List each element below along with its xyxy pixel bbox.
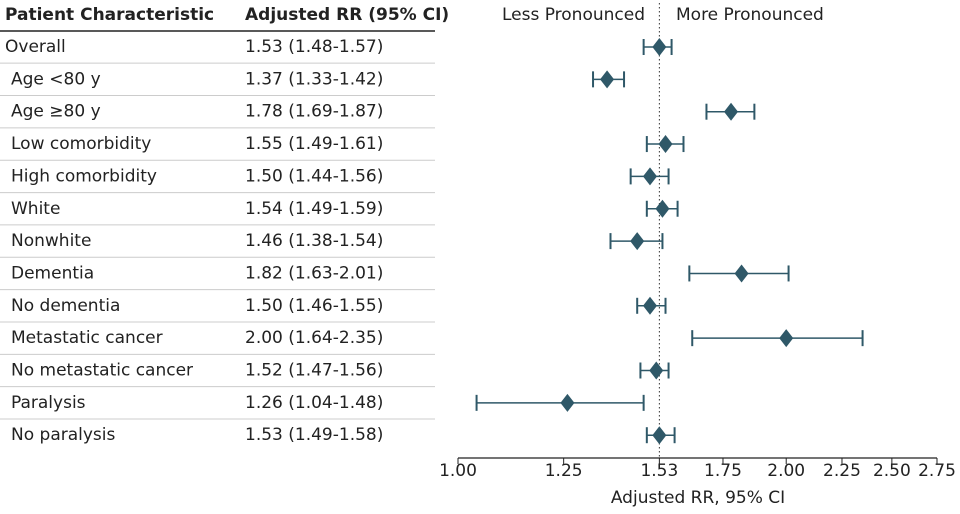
row-label: No metastatic cancer bbox=[11, 361, 193, 381]
x-tick-label: 1.53 bbox=[640, 461, 678, 481]
x-tick-label: 1.00 bbox=[439, 461, 477, 481]
row-label: High comorbidity bbox=[11, 166, 157, 186]
x-axis-label: Adjusted RR, 95% CI bbox=[611, 488, 785, 508]
x-tick-label: 2.25 bbox=[823, 461, 861, 481]
row-label: Dementia bbox=[11, 263, 94, 283]
row-label: No paralysis bbox=[11, 425, 116, 445]
value-label: 1.37 (1.33-1.42) bbox=[245, 69, 383, 89]
estimate-diamond bbox=[630, 232, 645, 251]
row-label: Age ≥80 y bbox=[11, 102, 101, 122]
estimate-diamond bbox=[560, 393, 575, 412]
row-label: No dementia bbox=[11, 296, 120, 316]
value-label: 1.52 (1.47-1.56) bbox=[245, 361, 383, 381]
value-label: 1.53 (1.49-1.58) bbox=[245, 425, 383, 445]
value-label: 1.78 (1.69-1.87) bbox=[245, 102, 383, 122]
estimate-diamond bbox=[652, 38, 667, 56]
estimate-diamond bbox=[642, 296, 657, 315]
estimate-diamond bbox=[649, 361, 664, 380]
estimate-diamond bbox=[600, 70, 615, 89]
value-label: 2.00 (1.64-2.35) bbox=[245, 328, 383, 348]
x-tick-label: 2.50 bbox=[873, 461, 911, 481]
value-label: 1.50 (1.44-1.56) bbox=[245, 166, 383, 186]
annotation: Less Pronounced bbox=[502, 5, 645, 25]
estimate-diamond bbox=[779, 329, 794, 348]
x-tick-label: 1.75 bbox=[704, 461, 742, 481]
row-label: Nonwhite bbox=[11, 231, 91, 251]
column-header: Adjusted RR (95% CI) bbox=[245, 5, 449, 25]
estimate-diamond bbox=[658, 135, 673, 154]
x-tick-label: 2.00 bbox=[767, 461, 805, 481]
value-label: 1.53 (1.48-1.57) bbox=[245, 37, 383, 57]
value-label: 1.82 (1.63-2.01) bbox=[245, 263, 383, 283]
estimate-diamond bbox=[734, 264, 749, 283]
estimate-diamond bbox=[642, 167, 657, 186]
row-label: Paralysis bbox=[11, 393, 86, 413]
estimate-diamond bbox=[655, 199, 670, 218]
value-label: 1.50 (1.46-1.55) bbox=[245, 296, 383, 316]
value-label: 1.54 (1.49-1.59) bbox=[245, 199, 383, 219]
row-label: Low comorbidity bbox=[11, 134, 151, 154]
x-tick-label: 2.75 bbox=[918, 461, 956, 481]
x-tick-label: 1.25 bbox=[545, 461, 583, 481]
row-label: Overall bbox=[5, 37, 66, 57]
row-label: Metastatic cancer bbox=[11, 328, 163, 348]
value-label: 1.26 (1.04-1.48) bbox=[245, 393, 383, 413]
value-label: 1.55 (1.49-1.61) bbox=[245, 134, 383, 154]
column-header: Patient Characteristic bbox=[5, 5, 214, 25]
row-label: White bbox=[11, 199, 60, 219]
estimate-diamond bbox=[724, 102, 739, 121]
estimate-diamond bbox=[652, 426, 667, 445]
annotation: More Pronounced bbox=[676, 5, 824, 25]
value-label: 1.46 (1.38-1.54) bbox=[245, 231, 383, 251]
row-label: Age <80 y bbox=[11, 69, 101, 89]
